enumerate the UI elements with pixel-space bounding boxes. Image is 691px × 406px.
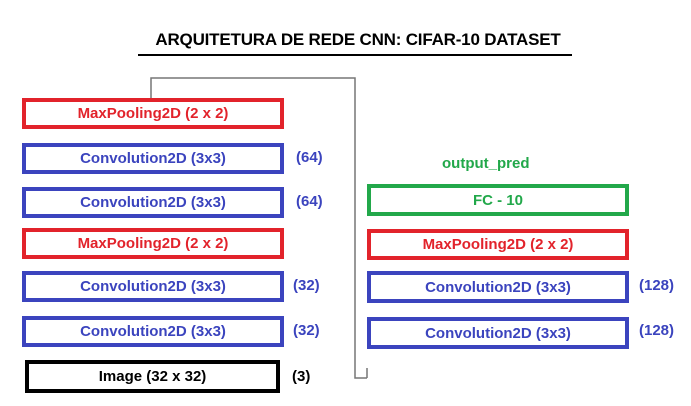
layer-label: Convolution2D (3x3)	[80, 323, 226, 340]
layer-label: Convolution2D (3x3)	[425, 324, 571, 342]
right-layer-conv-128-a: Convolution2D (3x3)	[367, 271, 629, 303]
left-layer-maxpool-mid: MaxPooling2D (2 x 2)	[22, 228, 284, 259]
filter-count: (128)	[639, 277, 675, 294]
left-layer-maxpool-top: MaxPooling2D (2 x 2)	[22, 98, 284, 129]
layer-label: Image (32 x 32)	[98, 368, 207, 385]
layer-label: FC - 10	[472, 191, 523, 209]
layer-label: MaxPooling2D (2 x 2)	[77, 235, 229, 252]
filter-count: (32)	[293, 277, 320, 294]
filter-count: (128)	[639, 322, 675, 339]
output-label: output_pred	[442, 155, 530, 172]
right-layer-maxpool: MaxPooling2D (2 x 2)	[367, 229, 629, 260]
layer-label: Convolution2D (3x3)	[80, 194, 226, 211]
channel-count: (3)	[292, 368, 311, 385]
left-layer-conv-32-a: Convolution2D (3x3)	[22, 271, 284, 302]
diagram-title: ARQUITETURA DE REDE CNN: CIFAR-10 DATASE…	[155, 30, 561, 49]
layer-label: Convolution2D (3x3)	[80, 150, 226, 167]
filter-count: (32)	[293, 322, 320, 339]
left-layer-conv-32-b: Convolution2D (3x3)	[22, 316, 284, 347]
filter-count: (64)	[296, 193, 323, 210]
layer-label: Convolution2D (3x3)	[80, 278, 226, 295]
right-layer-fc: FC - 10	[367, 184, 629, 216]
right-layer-conv-128-b: Convolution2D (3x3)	[367, 317, 629, 349]
layer-label: MaxPooling2D (2 x 2)	[77, 105, 229, 122]
layer-label: MaxPooling2D (2 x 2)	[422, 236, 574, 253]
left-layer-input-image: Image (32 x 32)	[25, 360, 280, 393]
title-underline	[138, 54, 572, 56]
layer-label: Convolution2D (3x3)	[425, 278, 571, 296]
left-layer-conv-64-b: Convolution2D (3x3)	[22, 187, 284, 218]
filter-count: (64)	[296, 149, 323, 166]
left-layer-conv-64-a: Convolution2D (3x3)	[22, 143, 284, 174]
